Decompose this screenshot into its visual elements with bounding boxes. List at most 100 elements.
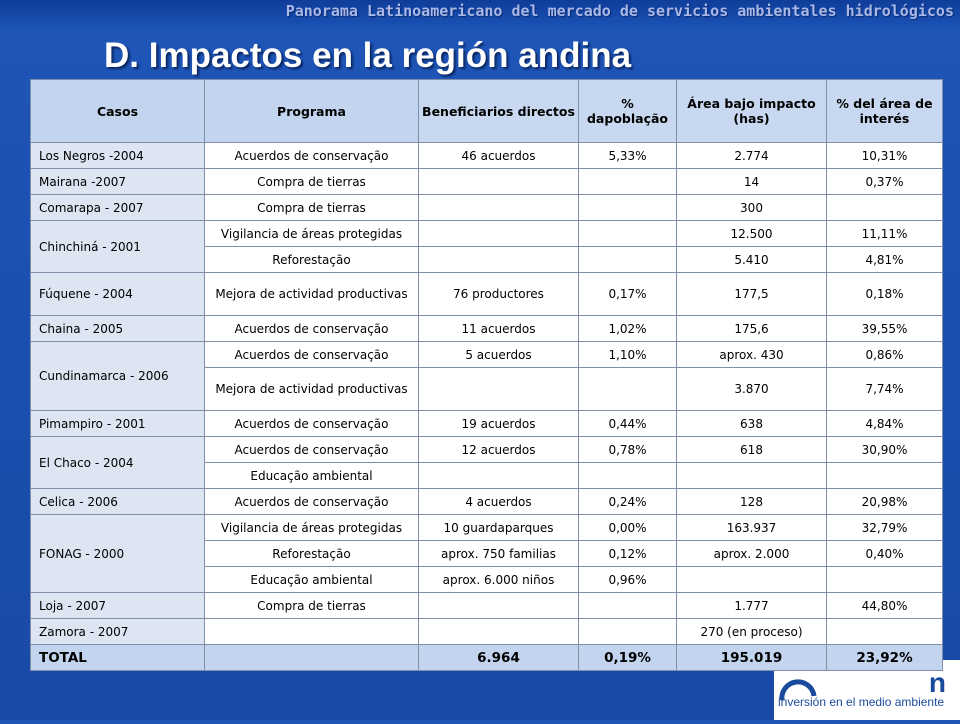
cell-interes <box>826 618 943 645</box>
cell-area: 3.870 <box>676 367 827 411</box>
cell-beneficiarios <box>418 462 579 489</box>
cell-programa: Reforestação <box>204 540 419 567</box>
cell-beneficiarios <box>418 168 579 195</box>
cell-poblacion <box>578 220 677 247</box>
table-header-row: Casos Programa Beneficiarios directos % … <box>30 79 943 143</box>
cell-interes: 4,81% <box>826 246 943 273</box>
cell-interes <box>826 566 943 593</box>
cell-caso: Fúquene - 2004 <box>30 272 205 316</box>
table-row: FONAG - 2000 Vigilancia de áreas protegi… <box>30 514 943 593</box>
slide-title: D. Impactos en la región andina <box>104 36 632 75</box>
total-beneficiarios: 6.964 <box>418 644 579 671</box>
cell-area: 300 <box>676 194 827 221</box>
cell-interes <box>826 462 943 489</box>
cell-area: 618 <box>676 436 827 463</box>
cell-interes: 39,55% <box>826 315 943 342</box>
cell-caso: Celica - 2006 <box>30 488 205 515</box>
cell-beneficiarios <box>418 194 579 221</box>
cell-area: 1.777 <box>676 592 827 619</box>
cell-programa: Acuerdos de conservação <box>204 341 419 368</box>
cell-interes: 10,31% <box>826 142 943 169</box>
cell-interes: 30,90% <box>826 436 943 463</box>
cell-area: aprox. 430 <box>676 341 827 368</box>
impacts-table: Casos Programa Beneficiarios directos % … <box>30 79 943 671</box>
cell-poblacion: 0,17% <box>578 272 677 316</box>
table-row: Chaina - 2005 Acuerdos de conservação 11… <box>30 315 943 342</box>
cell-area: 128 <box>676 488 827 515</box>
cell-programa: Mejora de actividad productivas <box>204 367 419 411</box>
cell-caso: Los Negros -2004 <box>30 142 205 169</box>
cell-beneficiarios: aprox. 6.000 niños <box>418 566 579 593</box>
cell-beneficiarios: 4 acuerdos <box>418 488 579 515</box>
cell-programa: Compra de tierras <box>204 194 419 221</box>
cell-programa: Educação ambiental <box>204 462 419 489</box>
cell-programa: Acuerdos de conservação <box>204 436 419 463</box>
table-row: Mairana -2007 Compra de tierras 14 0,37% <box>30 168 943 195</box>
cell-interes: 11,11% <box>826 220 943 247</box>
table-row: Reforestação aprox. 750 familias 0,12% a… <box>31 540 943 567</box>
cell-interes <box>826 194 943 221</box>
cell-beneficiarios: 12 acuerdos <box>418 436 579 463</box>
cell-interes: 32,79% <box>826 514 943 541</box>
table-row: Comarapa - 2007 Compra de tierras 300 <box>30 194 943 221</box>
cell-area: aprox. 2.000 <box>676 540 827 567</box>
total-row: TOTAL 6.964 0,19% 195.019 23,92% <box>30 644 943 671</box>
cell-interes: 0,86% <box>826 341 943 368</box>
cell-poblacion: 1,10% <box>578 341 677 368</box>
cell-programa: Reforestação <box>204 246 419 273</box>
cell-poblacion: 0,96% <box>578 566 677 593</box>
cell-programa: Compra de tierras <box>204 168 419 195</box>
cell-poblacion <box>578 168 677 195</box>
cell-caso: FONAG - 2000 <box>30 514 205 593</box>
logo-mark-icon: n <box>779 667 946 701</box>
total-programa <box>204 644 419 671</box>
cell-beneficiarios: 10 guardaparques <box>418 514 579 541</box>
presentation-banner: Panorama Latinoamericano del mercado de … <box>285 2 954 20</box>
cell-area: 5.410 <box>676 246 827 273</box>
table-row: Chinchiná - 2001 Vigilancia de áreas pro… <box>30 220 943 273</box>
cell-poblacion: 0,24% <box>578 488 677 515</box>
cell-poblacion <box>578 618 677 645</box>
cell-area <box>676 462 827 489</box>
cell-beneficiarios: aprox. 750 familias <box>418 540 579 567</box>
header-programa: Programa <box>204 79 419 143</box>
cell-beneficiarios: 11 acuerdos <box>418 315 579 342</box>
cell-interes: 0,40% <box>826 540 943 567</box>
cell-poblacion: 0,00% <box>578 514 677 541</box>
header-interes: % del área de interés <box>826 79 943 143</box>
cell-poblacion: 0,78% <box>578 436 677 463</box>
cell-programa: Acuerdos de conservação <box>204 410 419 437</box>
cell-area: 163.937 <box>676 514 827 541</box>
cell-programa: Mejora de actividad productivas <box>204 272 419 316</box>
cell-caso: Zamora - 2007 <box>30 618 205 645</box>
cell-beneficiarios <box>418 367 579 411</box>
logo-tagline: inversión en el medio ambiente <box>778 695 945 709</box>
cell-caso: Chaina - 2005 <box>30 315 205 342</box>
total-poblacion: 0,19% <box>578 644 677 671</box>
cell-area: 2.774 <box>676 142 827 169</box>
table-row: Cundinamarca - 2006 Acuerdos de conserva… <box>30 341 943 411</box>
header-casos: Casos <box>30 79 205 143</box>
table-row: Mejora de actividad productivas 3.870 7,… <box>31 367 943 411</box>
cell-programa: Educação ambiental <box>204 566 419 593</box>
header-beneficiarios: Beneficiarios directos <box>418 79 579 143</box>
cell-area: 638 <box>676 410 827 437</box>
cell-caso: Cundinamarca - 2006 <box>30 341 205 411</box>
table-row: Pimampiro - 2001 Acuerdos de conservação… <box>30 410 943 437</box>
total-label: TOTAL <box>30 644 205 671</box>
table-row: Fúquene - 2004 Mejora de actividad produ… <box>30 272 943 316</box>
cell-interes: 4,84% <box>826 410 943 437</box>
cell-caso: Mairana -2007 <box>30 168 205 195</box>
cell-poblacion <box>578 367 677 411</box>
cell-beneficiarios <box>418 592 579 619</box>
cell-programa: Acuerdos de conservação <box>204 142 419 169</box>
cell-interes: 44,80% <box>826 592 943 619</box>
total-area: 195.019 <box>676 644 827 671</box>
cell-beneficiarios: 76 productores <box>418 272 579 316</box>
cell-beneficiarios: 46 acuerdos <box>418 142 579 169</box>
cell-caso: Chinchiná - 2001 <box>30 220 205 273</box>
cell-area: 270 (en proceso) <box>676 618 827 645</box>
cell-interes: 7,74% <box>826 367 943 411</box>
header-area: Área bajo impacto (has) <box>676 79 827 143</box>
cell-area: 14 <box>676 168 827 195</box>
